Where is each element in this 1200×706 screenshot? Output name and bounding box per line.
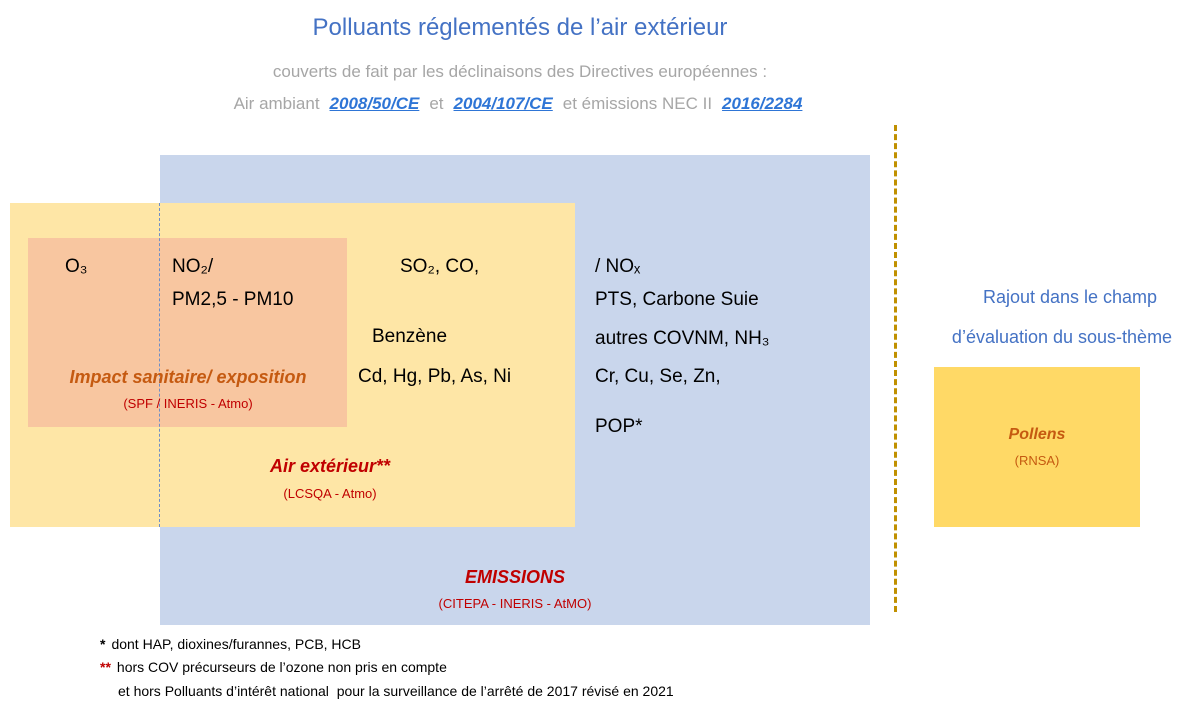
pollutant: NO₂/ bbox=[172, 256, 214, 277]
zone-label: Impact sanitaire/ exposition bbox=[69, 367, 307, 387]
pollutant: autres COVNM, NH₃ bbox=[595, 328, 770, 349]
pollutant: O₃ bbox=[65, 256, 88, 277]
link[interactable]: 2016/2284 bbox=[722, 94, 803, 113]
zone-source: (SPF / INERIS - Atmo) bbox=[123, 396, 253, 411]
pollutant: Cd, Hg, Pb, As, Ni bbox=[358, 366, 512, 387]
title: Polluants réglementés de l’air extérieur bbox=[312, 14, 728, 41]
text: dont HAP, dioxines/furannes, PCB, HCB bbox=[111, 636, 361, 652]
pollens-box bbox=[934, 367, 1140, 527]
box-source: (RNSA) bbox=[1014, 453, 1060, 468]
text: Air ambiant bbox=[233, 94, 320, 113]
text: hors COV précurseurs de l’ozone non pris… bbox=[116, 659, 447, 675]
pollutant: PTS, Carbone Suie bbox=[595, 289, 759, 310]
pollutant: POP* bbox=[595, 416, 643, 437]
pollutant: Benzène bbox=[372, 326, 448, 347]
pollutant: Cr, Cu, Se, Zn, bbox=[595, 366, 721, 387]
impact-zone bbox=[28, 238, 347, 427]
zone-label: Air extérieur** bbox=[269, 456, 391, 476]
addition-text: d’évaluation du sous-thème bbox=[951, 327, 1173, 347]
pollutant: PM2,5 - PM10 bbox=[172, 289, 294, 310]
directives-line: Air ambiant 2008/50/CE et 2004/107/CE et… bbox=[0, 94, 1040, 114]
separator bbox=[894, 125, 897, 612]
box-label: Pollens bbox=[1008, 426, 1066, 443]
subtitle: couverts de fait par les déclinaisons de… bbox=[272, 62, 768, 81]
footnote: * dont HAP, dioxines/furannes, PCB, HCB bbox=[100, 636, 361, 652]
link[interactable]: 2004/107/CE bbox=[453, 94, 553, 113]
marker: ** bbox=[100, 659, 111, 675]
link[interactable]: 2008/50/CE bbox=[329, 94, 420, 113]
text: et bbox=[429, 94, 444, 113]
zone-label: EMISSIONS bbox=[464, 567, 566, 587]
addition-text: Rajout dans le champ bbox=[982, 287, 1158, 307]
footnote: ** hors COV précurseurs de l’ozone non pr… bbox=[100, 659, 447, 675]
text: et émissions NEC II bbox=[562, 94, 713, 113]
marker: * bbox=[100, 636, 106, 652]
dashed-divider bbox=[159, 203, 160, 527]
pollutant: SO₂, CO, bbox=[400, 256, 480, 277]
pollutant: / NOₓ bbox=[595, 256, 641, 277]
footnote: et hors Polluants d’intérêt national pou… bbox=[118, 683, 674, 699]
zone-source: (CITEPA - INERIS - AtMO) bbox=[438, 596, 592, 611]
zone-source: (LCSQA - Atmo) bbox=[283, 486, 377, 501]
